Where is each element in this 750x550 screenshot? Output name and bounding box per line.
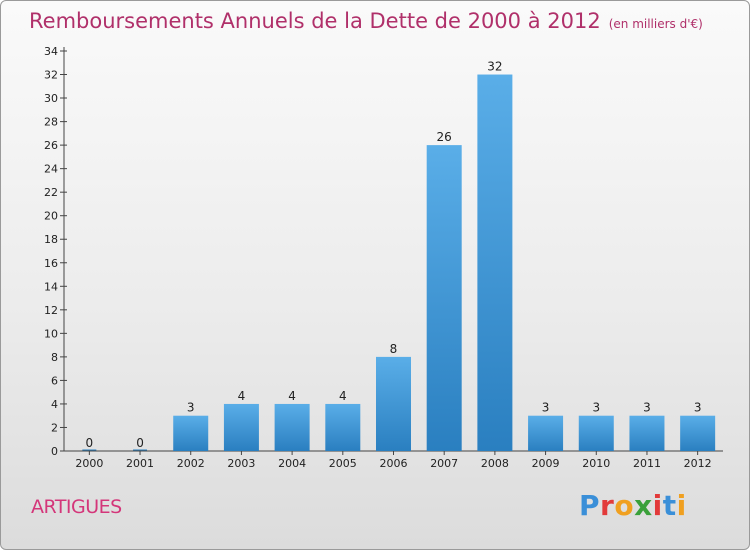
y-tick-label: 0 — [51, 445, 58, 458]
chart-title: Remboursements Annuels de la Dette de 20… — [29, 9, 703, 33]
logo-letter: r — [600, 489, 615, 522]
bar — [173, 415, 209, 451]
bar — [629, 415, 665, 451]
y-tick-label: 2 — [51, 421, 58, 434]
x-tick-label: 2001 — [126, 457, 154, 470]
bar-value-label: 0 — [136, 436, 144, 450]
y-tick-label: 18 — [44, 233, 58, 246]
bar — [426, 145, 462, 451]
bar-value-label: 3 — [187, 401, 195, 415]
chart-unit: (en milliers d'€) — [608, 17, 703, 31]
logo-letter: o — [614, 489, 635, 522]
bar-value-label: 3 — [694, 401, 702, 415]
x-tick-label: 2007 — [430, 457, 458, 470]
bar-value-label: 3 — [592, 401, 600, 415]
y-tick-label: 6 — [51, 374, 58, 387]
y-tick-label: 14 — [44, 280, 58, 293]
bar — [325, 403, 361, 451]
logo-letter: i — [652, 489, 663, 522]
y-tick-label: 8 — [51, 351, 58, 364]
bar-value-label: 4 — [288, 389, 296, 403]
x-tick-label: 2010 — [582, 457, 610, 470]
bar — [680, 415, 716, 451]
x-tick-label: 2004 — [278, 457, 306, 470]
bar — [578, 415, 614, 451]
y-tick-label: 28 — [44, 116, 58, 129]
bar-value-label: 3 — [542, 401, 550, 415]
x-tick-label: 2000 — [75, 457, 103, 470]
y-tick-label: 32 — [44, 69, 58, 82]
y-tick-label: 22 — [44, 186, 58, 199]
commune-name: ARTIGUES — [31, 496, 122, 518]
y-tick-label: 26 — [44, 139, 58, 152]
bar — [274, 403, 310, 451]
x-tick-label: 2009 — [532, 457, 560, 470]
y-tick-label: 34 — [44, 45, 58, 58]
y-tick-label: 4 — [51, 398, 58, 411]
logo-letter: i — [676, 489, 687, 522]
y-tick-label: 24 — [44, 163, 58, 176]
x-tick-label: 2002 — [177, 457, 205, 470]
bar-value-label: 32 — [487, 60, 502, 74]
y-tick-label: 12 — [44, 304, 58, 317]
logo-letter: P — [579, 489, 601, 522]
y-tick-label: 10 — [44, 327, 58, 340]
proxiti-logo: Proxiti — [579, 489, 687, 522]
y-tick-label: 16 — [44, 257, 58, 270]
bar — [376, 356, 411, 451]
x-tick-label: 2005 — [329, 457, 357, 470]
bar — [477, 74, 513, 451]
bar-value-label: 4 — [339, 389, 347, 403]
bar-value-label: 4 — [238, 389, 246, 403]
x-tick-label: 2006 — [380, 457, 408, 470]
y-tick-label: 30 — [44, 92, 58, 105]
logo-letter: t — [662, 489, 677, 522]
bar — [528, 415, 564, 451]
bar-value-label: 26 — [437, 130, 452, 144]
logo-letter: x — [634, 489, 653, 522]
bar-value-label: 3 — [643, 401, 651, 415]
chart-title-text: Remboursements Annuels de la Dette de 20… — [29, 9, 601, 33]
x-tick-label: 2012 — [684, 457, 712, 470]
y-tick-label: 20 — [44, 210, 58, 223]
x-tick-label: 2011 — [633, 457, 661, 470]
bar-value-label: 0 — [86, 436, 94, 450]
x-tick-label: 2003 — [227, 457, 255, 470]
bar-value-label: 8 — [390, 342, 398, 356]
bar — [223, 403, 259, 451]
x-tick-label: 2008 — [481, 457, 509, 470]
